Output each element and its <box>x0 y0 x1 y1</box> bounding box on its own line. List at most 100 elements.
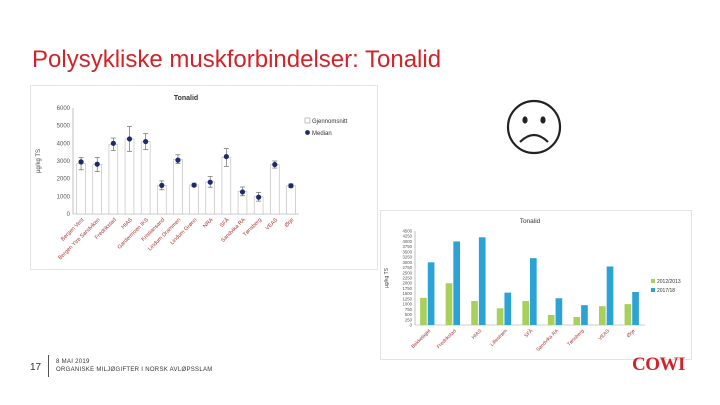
footer-text: 8 MAI 2019 ORGANISKE MILJØGIFTER I NORSK… <box>56 358 213 374</box>
chart-1-median-point-5 <box>159 182 165 188</box>
chart-2-y-tick-label-16: 4000 <box>402 239 412 244</box>
chart-1-x-tick-label-8: NRA <box>202 217 215 230</box>
chart-2-x-tick-label-5: Sandvika RA <box>535 328 560 353</box>
chart-1-median-point-8 <box>207 179 213 185</box>
chart-2-bar-0-5 <box>547 314 555 325</box>
chart-1-legend-label-1: Median <box>312 131 332 137</box>
chart-1-legend-label-0: Gjennomsnitt <box>312 119 348 125</box>
chart-1-bar-7 <box>189 184 199 215</box>
chart-2-legend-swatch-0 <box>651 279 655 283</box>
chart-2-bar-0-4 <box>522 300 529 325</box>
chart-1-bar-6 <box>173 158 183 215</box>
chart-1-median-point-6 <box>175 157 181 163</box>
chart-2-y-tick-label-15: 3750 <box>402 244 412 249</box>
chart-2-bar-1-5 <box>555 298 563 325</box>
chart-2-y-tick-label-6: 1500 <box>402 291 412 296</box>
chart-1-y-tick-label-3: 3000 <box>57 159 71 165</box>
chart-1-median-point-4 <box>143 138 149 145</box>
chart-1-title: Tonalid <box>174 95 198 102</box>
chart-2-legend-label-0: 2012/2013 <box>657 279 681 285</box>
chart-2-y-tick-label-4: 1000 <box>402 302 412 307</box>
chart-1-x-tick-label-9: SFÅ <box>218 216 231 229</box>
chart-2-y-tick-label-18: 4500 <box>402 229 412 234</box>
chart-2-bar-0-3 <box>496 308 504 325</box>
chart-2-x-tick-label-3: Lillestrøm <box>489 328 509 348</box>
chart-tonalid-plants: Tonalid µg/kg TS 0 1000 2000 3000 4000 5000 6000… <box>30 85 378 270</box>
chart-2-y-tick-label-5: 1250 <box>402 296 412 301</box>
chart-1-y-tick-label-6: 6000 <box>57 106 71 112</box>
chart-2-x-tick-label-2: HIAS <box>471 328 484 341</box>
chart-2-bar-1-1 <box>453 241 460 325</box>
chart-2-y-axis-label: µg/kg TS <box>384 267 390 288</box>
chart-1-svg: Tonalid µg/kg TS 0 1000 2000 3000 4000 5000 6000… <box>36 95 348 261</box>
chart-1-median-point-2 <box>110 140 116 146</box>
chart-1-x-tick-label-13: Ørje <box>284 217 296 229</box>
chart-2-y-tick-label-7: 1750 <box>402 286 412 291</box>
chart-1-median-point-13 <box>288 183 294 189</box>
chart-1-median-point-10 <box>239 189 246 195</box>
chart-2-y-tick-label-8: 2000 <box>402 281 412 286</box>
chart-2-y-tick-label-2: 500 <box>405 312 413 317</box>
chart-2-bar-0-8 <box>624 304 632 325</box>
chart-1-legend-swatch-0 <box>304 117 311 124</box>
chart-2-svg: Tonalid µg/kg TS 0250500750100012501500175… <box>384 218 681 353</box>
chart-1-y-tick-label-1: 1000 <box>57 194 71 200</box>
chart-1-median-point-7 <box>191 182 197 188</box>
chart-1-y-tick-label-4: 4000 <box>57 141 71 147</box>
chart-1-y-tick-label-2: 2000 <box>57 177 71 183</box>
chart-2-bar-1-7 <box>606 266 614 325</box>
chart-1-y-tick-label-5: 5000 <box>57 124 71 130</box>
chart-1-y-axis-label: µg/kg TS <box>36 149 42 173</box>
chart-1-bar-2 <box>108 143 119 215</box>
chart-1-bar-13 <box>286 185 296 215</box>
chart-2-y-tick-label-11: 2750 <box>402 265 412 270</box>
chart-2-bar-1-6 <box>581 305 588 325</box>
chart-2-title: Tonalid <box>520 218 541 225</box>
chart-2-y-tick-label-14: 3500 <box>402 249 412 254</box>
chart-2-bar-0-1 <box>445 283 453 325</box>
chart-2-bar-0-7 <box>599 306 606 325</box>
chart-tonalid-comparison: Tonalid µg/kg TS 0 250 500 750 1000 1250 1500 175… <box>380 210 692 360</box>
chart-1-y-tick-label-0: 0 <box>67 212 71 218</box>
chart-1-bar-0 <box>76 163 86 215</box>
chart-1-bar-1 <box>92 164 102 215</box>
chart-2-x-tick-label-7: VEAS <box>597 328 611 342</box>
chart-2-y-tick-label-17: 4250 <box>402 234 412 239</box>
chart-2-x-tick-label-1: Fredrikstad <box>436 328 458 350</box>
chart-2-bar-0-6 <box>573 317 581 325</box>
page-number: 17 <box>30 362 42 373</box>
chart-2-y-tick-label-1: 250 <box>405 317 413 322</box>
chart-2-x-tick-label-6: Tønsberg <box>566 328 586 348</box>
chart-2-x-tick-label-4: SFÅ <box>523 327 535 339</box>
chart-2-legend-swatch-1 <box>651 288 655 292</box>
chart-2-y-tick-label-0: 0 <box>410 323 413 328</box>
cowi-logo: COWI <box>632 354 685 375</box>
chart-1-median-point-9 <box>223 153 229 160</box>
chart-1-x-tick-label-12: VEAS <box>265 217 280 232</box>
sad-face-icon <box>506 99 562 155</box>
chart-2-legend-label-1: 2017/18 <box>657 288 675 294</box>
footer-subtitle: ORGANISKE MILJØGIFTER I NORSK AVLØPSSLAM <box>56 367 213 373</box>
chart-1-median-point-3 <box>126 136 133 142</box>
footer-divider <box>48 355 49 377</box>
chart-2-bar-0-0 <box>420 297 427 325</box>
chart-2-bar-1-2 <box>478 237 486 325</box>
chart-1-median-point-0 <box>78 159 84 165</box>
chart-2-bar-1-3 <box>504 292 512 325</box>
chart-2-x-tick-label-0: Bekkelaget <box>410 328 432 350</box>
page-title: Polysykliske muskforbindelser: Tonalid <box>32 46 442 73</box>
footer-date: 8 MAI 2019 <box>56 359 90 365</box>
chart-2-bar-1-0 <box>427 262 435 325</box>
chart-2-y-tick-label-13: 3250 <box>402 255 412 260</box>
chart-2-x-tick-label-8: Ørje <box>626 328 637 339</box>
chart-1-median-point-12 <box>272 161 278 168</box>
chart-2-y-tick-label-10: 2500 <box>402 270 412 275</box>
chart-1-bar-4 <box>140 141 151 215</box>
chart-1-legend-swatch-1 <box>305 130 310 135</box>
chart-1-median-point-1 <box>94 161 100 167</box>
chart-2-y-tick-label-9: 2250 <box>402 276 412 281</box>
chart-2-bar-1-4 <box>530 258 537 325</box>
chart-2-bar-1-8 <box>632 291 639 325</box>
chart-1-median-point-11 <box>256 194 262 200</box>
chart-1-bar-12 <box>270 164 280 215</box>
